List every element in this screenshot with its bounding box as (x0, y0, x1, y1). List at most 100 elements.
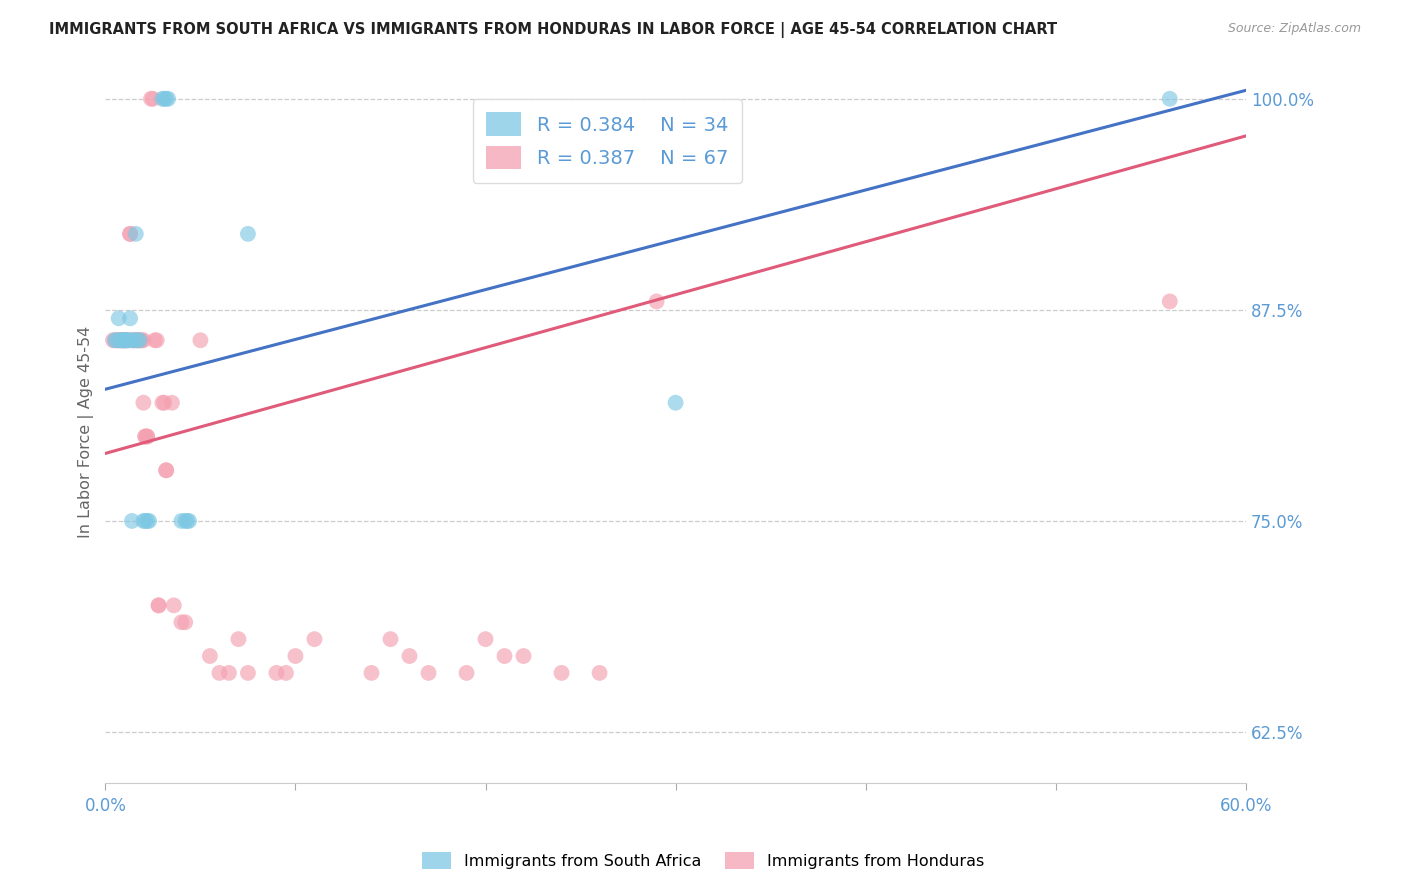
Point (380, 632, 402, 647)
Point (274, 665, 297, 680)
Point (474, 632, 496, 647)
Point (132, 514, 155, 528)
Text: IMMIGRANTS FROM SOUTH AFRICA VS IMMIGRANTS FROM HONDURAS IN LABOR FORCE | AGE 45: IMMIGRANTS FROM SOUTH AFRICA VS IMMIGRAN… (49, 22, 1057, 38)
Point (134, 429, 156, 443)
Point (110, 333, 132, 347)
Point (115, 333, 138, 347)
Point (645, 294, 668, 309)
Point (170, 615, 193, 630)
Point (117, 333, 139, 347)
Point (110, 333, 132, 347)
Point (134, 514, 156, 528)
Point (208, 665, 231, 680)
Point (107, 333, 129, 347)
Point (170, 514, 193, 528)
Point (112, 333, 135, 347)
Point (111, 333, 134, 347)
Point (105, 333, 128, 347)
Point (125, 333, 148, 347)
Point (111, 333, 134, 347)
Point (145, 333, 167, 347)
Text: Source: ZipAtlas.com: Source: ZipAtlas.com (1227, 22, 1361, 36)
Point (157, 92, 180, 106)
Legend: Immigrants from South Africa, Immigrants from Honduras: Immigrants from South Africa, Immigrants… (416, 846, 990, 875)
Point (122, 333, 145, 347)
Point (148, 599, 170, 613)
Point (122, 333, 145, 347)
Point (127, 333, 149, 347)
Point (218, 665, 240, 680)
Point (398, 648, 420, 663)
Point (132, 333, 155, 347)
Point (284, 648, 307, 663)
Point (112, 333, 135, 347)
Point (115, 333, 138, 347)
Point (1159, 92, 1181, 106)
Point (153, 92, 176, 106)
Point (155, 463, 177, 477)
Point (120, 227, 142, 241)
Point (236, 665, 259, 680)
Point (121, 333, 143, 347)
Point (120, 227, 142, 241)
Point (121, 514, 143, 528)
Point (176, 514, 198, 528)
Point (132, 395, 155, 409)
Point (152, 92, 174, 106)
Point (128, 333, 150, 347)
Point (139, 92, 162, 106)
Point (138, 514, 160, 528)
Point (131, 333, 153, 347)
Point (142, 92, 165, 106)
Point (228, 632, 250, 647)
Legend: R = 0.384    N = 34, R = 0.387    N = 67: R = 0.384 N = 34, R = 0.387 N = 67 (472, 99, 742, 183)
Point (236, 227, 259, 241)
Point (155, 92, 177, 106)
Point (134, 429, 156, 443)
Point (104, 333, 127, 347)
Point (128, 333, 150, 347)
Point (304, 632, 326, 647)
Point (115, 333, 138, 347)
Point (121, 333, 143, 347)
Point (143, 333, 166, 347)
Point (125, 227, 148, 241)
Point (117, 333, 139, 347)
Point (1159, 294, 1181, 309)
Point (174, 615, 197, 630)
Point (105, 333, 128, 347)
Point (125, 333, 148, 347)
Point (266, 665, 288, 680)
Point (456, 665, 478, 680)
Point (111, 333, 134, 347)
Point (153, 395, 176, 409)
Point (136, 429, 159, 443)
Point (322, 818, 344, 832)
Point (160, 395, 183, 409)
Point (494, 648, 516, 663)
Point (148, 599, 170, 613)
Point (107, 333, 129, 347)
Point (155, 463, 177, 477)
Point (112, 333, 135, 347)
Point (101, 333, 124, 347)
Point (112, 333, 135, 347)
Point (665, 395, 688, 409)
Point (152, 395, 174, 409)
Point (136, 429, 159, 443)
Point (174, 514, 197, 528)
Point (136, 514, 159, 528)
Point (550, 665, 572, 680)
Point (104, 333, 127, 347)
Point (588, 665, 610, 680)
Point (127, 333, 149, 347)
Point (198, 648, 221, 663)
Point (117, 333, 139, 347)
Point (127, 333, 149, 347)
Point (177, 514, 200, 528)
Point (418, 665, 440, 680)
Point (128, 333, 150, 347)
Point (110, 333, 132, 347)
Point (107, 311, 129, 326)
Point (163, 599, 186, 613)
